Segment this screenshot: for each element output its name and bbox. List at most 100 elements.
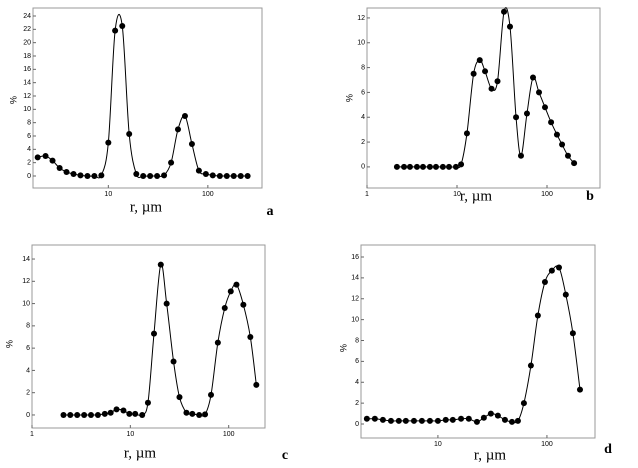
y-tick-label: 8: [27, 120, 31, 127]
y-tick-label: 10: [351, 316, 359, 323]
y-tick-label: 12: [23, 93, 31, 100]
plot-frame: [32, 7, 263, 189]
y-tick-label: 10: [23, 106, 31, 113]
y-tick-label: 0: [361, 164, 365, 171]
y-axis-label: %: [344, 94, 354, 102]
y-tick-label: 4: [26, 367, 30, 374]
data-point: [253, 381, 260, 388]
data-point: [426, 417, 433, 424]
data-point: [371, 415, 378, 422]
y-tick-label: 2: [361, 139, 365, 146]
data-point: [94, 411, 101, 418]
panel-label: d: [604, 442, 612, 457]
data-point: [223, 173, 230, 179]
data-point: [395, 417, 402, 424]
data-point: [387, 417, 394, 424]
data-point: [176, 394, 183, 401]
data-point: [379, 416, 386, 423]
x-axis-label: r, µm: [474, 447, 507, 463]
y-tick-label: 6: [27, 133, 31, 140]
data-point: [120, 407, 127, 414]
data-point: [202, 171, 209, 177]
data-point: [494, 412, 501, 419]
data-point: [230, 173, 237, 179]
data-point: [105, 139, 112, 146]
x-axis-label: r, µm: [124, 445, 157, 461]
x-tick-label: 1: [30, 431, 34, 438]
y-tick-label: 6: [26, 345, 30, 352]
x-tick-label: 100: [202, 191, 214, 198]
data-point: [98, 172, 105, 179]
data-point: [449, 416, 456, 423]
data-point: [42, 153, 49, 159]
y-axis-label: %: [8, 96, 18, 104]
data-point: [426, 163, 433, 170]
data-point: [163, 300, 170, 307]
data-point: [227, 288, 234, 295]
panel-label: c: [282, 448, 288, 463]
data-point: [508, 418, 515, 425]
data-point: [91, 173, 98, 179]
y-tick-label: 12: [351, 296, 359, 303]
data-point: [442, 416, 449, 423]
data-point: [112, 27, 119, 34]
data-point: [473, 418, 480, 425]
data-point: [101, 410, 108, 417]
x-tick-label: 1: [365, 191, 369, 198]
data-point: [513, 114, 520, 121]
data-point: [221, 305, 228, 312]
data-point: [553, 131, 560, 138]
y-tick-label: 10: [22, 300, 30, 307]
x-tick-label: 100: [223, 431, 235, 438]
data-point: [132, 410, 139, 417]
data-point: [189, 410, 196, 417]
data-point: [555, 264, 562, 271]
data-point: [119, 23, 126, 29]
data-point: [214, 339, 221, 346]
data-point: [527, 362, 534, 369]
data-point: [439, 163, 446, 170]
data-point: [144, 399, 151, 406]
x-tick-label: 10: [434, 441, 442, 448]
y-tick-label: 2: [26, 390, 30, 397]
data-point: [133, 171, 140, 177]
data-point: [63, 169, 70, 175]
data-point: [183, 409, 190, 416]
y-tick-label: 4: [27, 146, 31, 153]
data-point: [564, 152, 571, 159]
y-axis-label: %: [338, 344, 348, 352]
data-point: [406, 163, 413, 170]
data-point: [576, 386, 583, 393]
plot-frame: [31, 244, 266, 429]
data-point: [541, 104, 548, 111]
data-point: [154, 173, 161, 179]
curve: [396, 7, 575, 169]
data-point: [233, 281, 240, 288]
data-point: [494, 78, 501, 85]
data-point: [534, 312, 541, 319]
data-point: [67, 411, 74, 418]
data-point: [208, 391, 215, 398]
y-tick-label: 8: [355, 337, 359, 344]
data-point: [559, 141, 566, 148]
data-point: [196, 411, 203, 418]
data-point: [571, 160, 578, 167]
data-point: [458, 415, 465, 422]
data-point: [530, 74, 537, 81]
data-point: [410, 417, 417, 424]
data-point: [161, 172, 168, 179]
x-tick-label: 10: [126, 431, 134, 438]
data-point: [470, 70, 477, 77]
data-point: [87, 411, 94, 418]
data-point: [244, 173, 251, 179]
data-point: [188, 141, 195, 147]
curve: [366, 265, 581, 424]
data-point: [56, 165, 63, 171]
y-tick-label: 4: [355, 379, 359, 386]
data-point: [247, 334, 254, 341]
y-axis-label: %: [4, 340, 14, 348]
plot-frame: [366, 7, 601, 189]
data-point: [482, 68, 489, 75]
data-point: [401, 163, 408, 170]
data-point: [458, 161, 465, 168]
